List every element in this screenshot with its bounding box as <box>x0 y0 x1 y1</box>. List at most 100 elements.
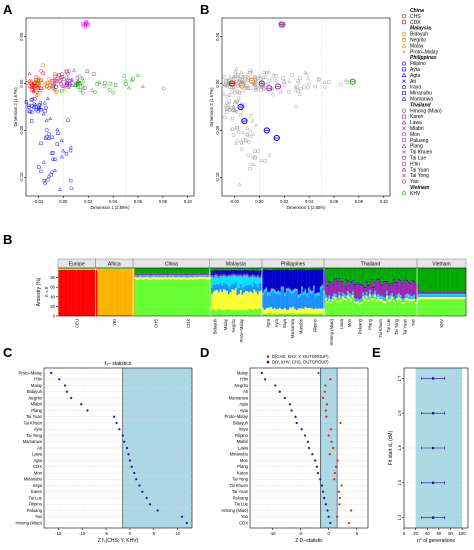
ancestry-segment <box>321 285 324 288</box>
data-point <box>83 24 88 29</box>
ancestry-segment <box>392 299 395 303</box>
ancestry-segment <box>411 268 414 280</box>
ancestry-segment <box>285 288 288 291</box>
ancestry-segment <box>299 268 302 270</box>
data-point <box>263 159 267 163</box>
ancestry-segment <box>231 283 234 290</box>
ancestry-segment <box>379 301 382 316</box>
data-point <box>252 75 257 79</box>
ancestry-segment <box>246 273 249 276</box>
ancestry-segment <box>195 277 198 280</box>
ancestry-segment <box>352 268 354 281</box>
ancestry-segment <box>319 286 322 288</box>
ancestry-segment <box>165 273 167 275</box>
ancestry-segment <box>367 298 370 300</box>
ancestry-segment <box>262 268 264 270</box>
ancestry-segment <box>443 268 446 292</box>
x-axis-label: Dimension 1 (2.58%) <box>90 205 130 210</box>
ancestry-segment <box>382 299 385 301</box>
ancestry-segment <box>462 299 465 316</box>
ancestry-segment <box>216 274 218 276</box>
ancestry-segment <box>352 293 354 295</box>
ancestry-segment <box>178 276 181 278</box>
ancestry-segment <box>285 268 288 270</box>
ancestry-segment <box>214 310 217 316</box>
data-point <box>70 83 75 87</box>
ancestry-segment <box>207 273 210 276</box>
ancestry-segment <box>413 298 416 302</box>
ancestry-segment <box>200 268 203 274</box>
ancestry-segment <box>386 294 388 296</box>
legend-symbol <box>401 96 407 101</box>
ancestry-segment <box>143 279 145 316</box>
data-point <box>80 83 85 88</box>
ancestry-segment <box>170 275 173 277</box>
ancestry-segment <box>411 298 414 300</box>
x-tick-label: -10 <box>79 531 86 536</box>
data-point <box>46 173 51 178</box>
ancestry-segment <box>449 293 451 296</box>
ancestry-segment <box>449 296 451 300</box>
legend-item-label: Mamanwa <box>410 97 433 103</box>
data-point <box>92 72 96 76</box>
ancestry-segment <box>248 268 251 271</box>
ancestry-segment <box>95 269 98 316</box>
legend-symbol <box>402 20 406 25</box>
d-point-chs <box>327 434 330 437</box>
ancestry-segment <box>430 299 433 316</box>
ancestry-segment <box>205 279 208 316</box>
ancestry-segment <box>190 273 193 276</box>
data-point <box>302 85 306 89</box>
category-label: Iraya <box>239 427 249 432</box>
population-label: Proto–Malay <box>239 318 244 342</box>
ancestry-segment <box>239 289 242 310</box>
ancestry-segment <box>188 276 191 278</box>
ancestry-segment <box>214 273 217 276</box>
ancestry-segment <box>408 297 411 299</box>
ancestry-segment <box>386 298 388 316</box>
ancestry-segment <box>391 295 394 297</box>
ancestry-segment <box>255 308 258 316</box>
ancestry-segment <box>379 298 382 302</box>
legend-item-label: Lawa <box>410 120 422 126</box>
ancestry-segment <box>394 282 397 299</box>
data-point <box>33 102 38 107</box>
ancestry-segment <box>311 291 314 294</box>
ancestry-segment <box>447 293 450 296</box>
x-tick-label: 40 <box>425 531 430 536</box>
data-point <box>252 74 257 78</box>
ancestry-segment <box>328 282 331 296</box>
category-label: Minanubu <box>24 477 43 482</box>
ancestry-segment <box>177 273 179 276</box>
ancestry-segment <box>345 295 348 298</box>
data-point <box>69 78 74 82</box>
ancestry-segment <box>399 280 402 295</box>
ancestry-segment <box>432 268 434 292</box>
d-point-y <box>283 396 286 400</box>
ancestry-segment <box>253 268 256 271</box>
category-label: Paluang <box>27 508 43 513</box>
ancestry-segment <box>197 275 200 277</box>
ancestry-segment <box>406 300 409 316</box>
ancestry-segment <box>341 296 344 299</box>
data-point <box>244 139 248 143</box>
ancestry-segment <box>216 275 218 284</box>
ancestry-segment <box>195 268 198 274</box>
data-point <box>71 68 76 72</box>
y-tick-label: 0 <box>53 314 56 319</box>
ancestry-segment <box>440 299 443 316</box>
ancestry-segment <box>398 295 400 297</box>
ancestry-segment <box>449 299 451 316</box>
ancestry-segment <box>161 273 164 276</box>
ancestry-segment <box>160 276 162 280</box>
ancestry-segment <box>226 274 229 277</box>
x-tick-label: -5 <box>299 531 303 536</box>
ancestry-segment <box>243 268 246 270</box>
ancestry-segment <box>416 295 419 298</box>
data-point <box>243 75 247 79</box>
ancestry-segment <box>226 309 229 316</box>
ancestry-segment <box>389 295 392 298</box>
ancestry-segment <box>426 295 429 297</box>
significance-shade <box>320 368 338 528</box>
ancestry-segment <box>392 302 395 316</box>
